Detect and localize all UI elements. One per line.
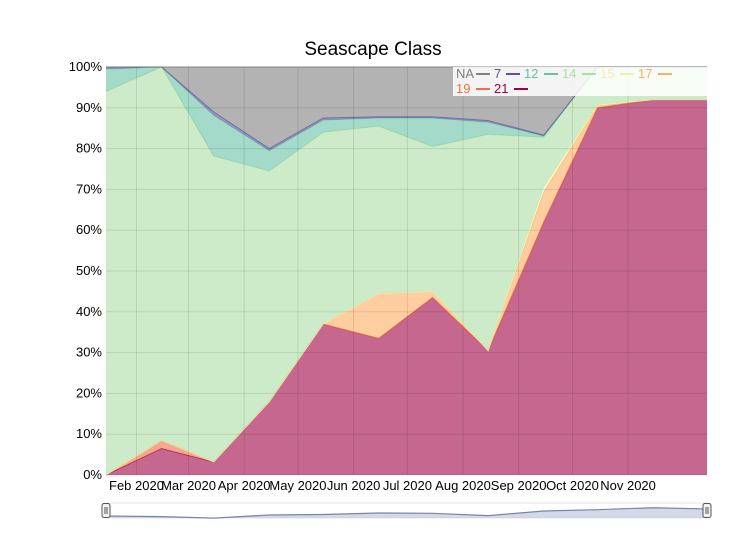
area-series-12 [106,67,707,172]
y-tick-label: 0% [83,467,102,482]
range-selector-fill [106,507,707,519]
x-tick-label: Oct 2020 [546,478,599,493]
legend-background [453,67,707,96]
x-tick-label: Mar 2020 [161,478,216,493]
x-tick-label: Jul 2020 [383,478,432,493]
y-tick-label: 10% [76,426,102,441]
y-tick-label: 20% [76,385,102,400]
y-tick-label: 60% [76,222,102,237]
legend-label-15: 15 [600,66,614,81]
y-tick-label: 80% [76,141,102,156]
legend-label-19: 19 [456,81,470,96]
x-tick-label: Feb 2020 [109,478,164,493]
y-tick-label: 100% [69,59,103,74]
area-series-21 [106,99,707,475]
range-selector[interactable] [101,502,712,519]
y-tick-label: 70% [76,181,102,196]
legend-label-14: 14 [562,66,576,81]
area-series-14 [106,67,707,475]
y-tick-label: 90% [76,100,102,115]
legend-label-17: 17 [638,66,652,81]
area-series-group [105,66,707,476]
legend-label-12: 12 [524,66,538,81]
x-tick-label: Aug 2020 [435,478,491,493]
x-tick-label: Jun 2020 [327,478,381,493]
y-tick-label: 40% [76,304,102,319]
legend[interactable]: NA 7 12 14 15 17 19 21 [453,66,707,96]
range-handle-body[interactable] [702,503,712,518]
legend-label-21: 21 [494,81,508,96]
y-tick-label: 50% [76,263,102,278]
legend-label-NA: NA [456,66,474,81]
range-selector-line [105,507,708,519]
x-tick-label: Sep 2020 [491,478,547,493]
x-tick-label: May 2020 [269,478,326,493]
y-axis-ticks: 0% 10% 20% 30% 40% 50% 60% 70% 80% 90% 100% [69,59,103,482]
range-handle-left[interactable] [101,503,111,518]
x-tick-label: Apr 2020 [218,478,271,493]
legend-label-7: 7 [494,66,501,81]
chart-title: Seascape Class [304,39,441,60]
y-tick-label: 30% [76,345,102,360]
x-tick-label: Nov 2020 [600,478,656,493]
area-series-17 [106,99,707,475]
range-handle-right[interactable] [702,503,712,518]
range-handle-body[interactable] [101,503,111,518]
gridlines [106,66,707,476]
